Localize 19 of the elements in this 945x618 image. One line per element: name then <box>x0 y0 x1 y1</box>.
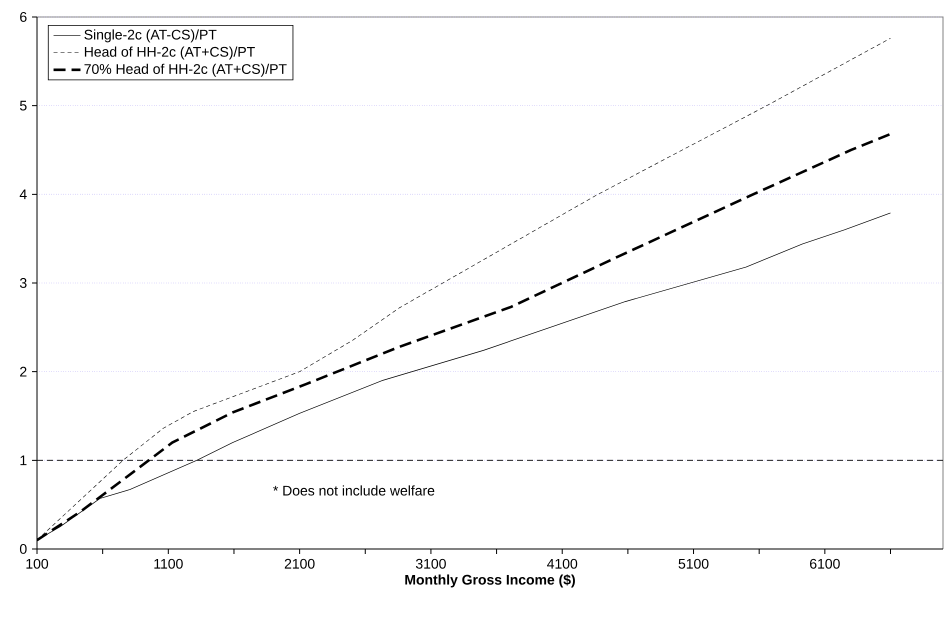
annotation: * Does not include welfare <box>273 485 434 496</box>
legend-label: Single-2c (AT-CS)/PT <box>84 29 216 42</box>
x-tick-label: 1100 <box>154 558 183 569</box>
y-tick-label: 2 <box>20 366 26 377</box>
y-tick-label: 5 <box>20 100 27 111</box>
y-tick-label: 1 <box>20 456 26 466</box>
y-tick-label: 4 <box>20 190 27 200</box>
x-axis-title: Monthly Gross Income ($) <box>405 574 575 588</box>
x-tick-label: 6100 <box>810 558 840 569</box>
x-tick-label: 4100 <box>547 558 578 569</box>
legend-label: Head of HH-2c (AT+CS)/PT <box>84 46 255 60</box>
x-tick-label: 2100 <box>284 558 315 569</box>
y-tick-label: 3 <box>20 278 27 288</box>
y-tick-label: 0 <box>20 544 27 554</box>
y-tick-label: 6 <box>20 12 27 22</box>
x-tick-label: 5100 <box>678 558 708 569</box>
x-tick-label: 3100 <box>416 558 446 569</box>
legend-label: 70% Head of HH-2c (AT+CS)/PT <box>84 64 287 77</box>
x-tick-label: 100 <box>26 558 48 569</box>
